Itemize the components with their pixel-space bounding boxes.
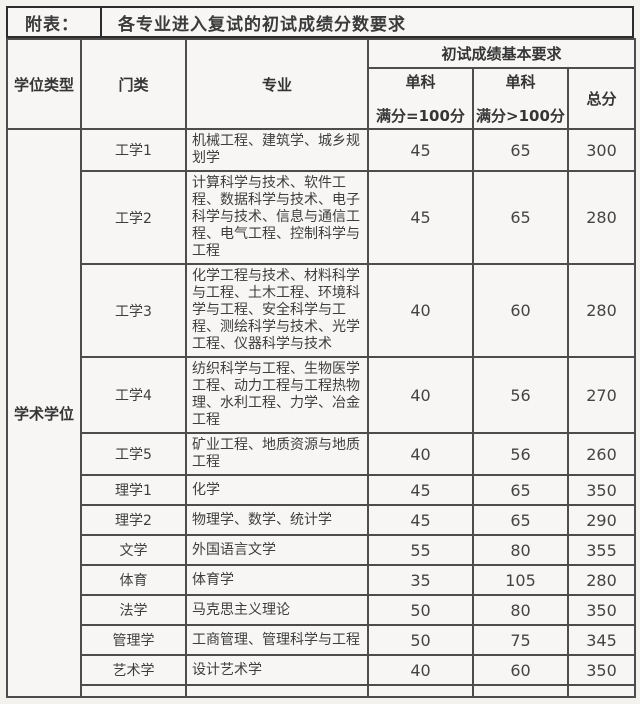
cell-single-gt100: 80 <box>472 534 569 566</box>
cell-single-full100: 45 <box>367 474 474 506</box>
cell-category: 工学5 <box>80 432 187 476</box>
cell-total-score: 350 <box>566 654 637 686</box>
cell-major: 化学工程与技术、材料科学与工程、土木工程、环境科学与工程、安全科学与工程、测绘科… <box>185 263 369 358</box>
cell-single-gt100: 75 <box>472 624 569 656</box>
cell-major: 物理学、数学、统计学 <box>185 504 369 536</box>
cell-major: 体育学 <box>185 564 369 596</box>
cell-single-gt100: 65 <box>472 170 569 265</box>
cell-single-full100: 40 <box>367 654 474 686</box>
cell-total-score: 350 <box>566 594 637 626</box>
table-row: 工学5 矿业工程、地质资源与地质工程 40 56 260 <box>7 432 637 476</box>
empty-cell <box>472 684 569 698</box>
table-title-bar: 附表： 各专业进入复试的初试成绩分数要求 <box>6 6 634 38</box>
table-row: 工学2 计算科学与技术、软件工程、数据科学与技术、电子科学与技术、信息与通信工程、… <box>7 170 637 265</box>
cell-single-gt100: 60 <box>472 263 569 358</box>
cell-single-full100: 45 <box>367 170 474 265</box>
single-subject-label: 单科 <box>405 73 436 91</box>
cell-category: 理学2 <box>80 504 187 536</box>
cell-total-score: 290 <box>566 504 637 536</box>
single-subject-gt100-condition: 满分>100分 <box>476 107 565 125</box>
cell-major: 工商管理、管理科学与工程 <box>185 624 369 656</box>
cell-single-gt100: 56 <box>472 356 569 434</box>
table-row: 法学 马克思主义理论 50 80 350 <box>7 594 637 626</box>
cell-category: 管理学 <box>80 624 187 656</box>
degree-type-cell: 学术学位 <box>6 128 82 698</box>
cell-total-score: 260 <box>566 432 637 476</box>
cell-category: 工学1 <box>80 128 187 172</box>
cell-single-gt100: 65 <box>472 474 569 506</box>
table-row: 管理学 工商管理、管理科学与工程 50 75 345 <box>7 624 637 656</box>
cell-major: 马克思主义理论 <box>185 594 369 626</box>
empty-cell <box>367 684 474 698</box>
single-subject-full100-condition: 满分=100分 <box>376 107 465 125</box>
cell-major: 纺织科学与工程、生物医学工程、动力工程与工程热物理、水利工程、力学、冶金工程 <box>185 356 369 434</box>
cell-category: 工学2 <box>80 170 187 265</box>
cell-major: 计算科学与技术、软件工程、数据科学与技术、电子科学与技术、信息与通信工程、电气工… <box>185 170 369 265</box>
empty-cell <box>80 684 187 698</box>
cell-single-full100: 35 <box>367 564 474 596</box>
cell-major: 矿业工程、地质资源与地质工程 <box>185 432 369 476</box>
table-row: 工学4 纺织科学与工程、生物医学工程、动力工程与工程热物理、水利工程、力学、冶金工… <box>7 356 637 434</box>
column-header-major: 专业 <box>185 38 369 130</box>
cell-total-score: 355 <box>566 534 637 566</box>
cell-total-score: 345 <box>566 624 637 656</box>
cell-major: 化学 <box>185 474 369 506</box>
cell-total-score: 350 <box>566 474 637 506</box>
column-header-single-subject-gt100: 单科 满分>100分 <box>472 67 569 130</box>
column-header-category: 门类 <box>80 38 187 130</box>
cell-category: 工学4 <box>80 356 187 434</box>
cell-single-full100: 50 <box>367 594 474 626</box>
cell-category: 艺术学 <box>80 654 187 686</box>
table-row: 学术学位 工学1 机械工程、建筑学、城乡规划学 45 65 300 <box>6 128 637 698</box>
header-row-sub: 单科 满分=100分 单科 满分>100分 总分 <box>7 67 637 130</box>
table-row: 工学3 化学工程与技术、材料科学与工程、土木工程、环境科学与工程、安全科学与工程、… <box>7 263 637 358</box>
cell-major: 设计艺术学 <box>185 654 369 686</box>
cell-category: 体育 <box>80 564 187 596</box>
cell-category: 工学3 <box>80 263 187 358</box>
table-row: 文学 外国语言文学 55 80 355 <box>7 534 637 566</box>
table-row: 理学1 化学 45 65 350 <box>7 474 637 506</box>
cell-single-gt100: 60 <box>472 654 569 686</box>
column-header-requirements-group: 初试成绩基本要求 <box>366 38 637 69</box>
cell-single-full100: 40 <box>367 432 474 476</box>
cell-category: 理学1 <box>80 474 187 506</box>
cell-single-gt100: 65 <box>472 128 569 172</box>
cell-single-full100: 45 <box>367 504 474 536</box>
cell-single-gt100: 80 <box>472 594 569 626</box>
table-row: 体育 体育学 35 105 280 <box>7 564 637 596</box>
cell-single-full100: 55 <box>367 534 474 566</box>
table-row: 理学2 物理学、数学、统计学 45 65 290 <box>7 504 637 536</box>
single-subject-label: 单科 <box>505 73 536 91</box>
cell-total-score: 280 <box>566 564 637 596</box>
table-row: 艺术学 设计艺术学 40 60 350 <box>7 654 637 686</box>
cell-single-full100: 40 <box>367 356 474 434</box>
empty-cell <box>185 684 369 698</box>
cell-single-gt100: 105 <box>472 564 569 596</box>
cell-single-gt100: 56 <box>472 432 569 476</box>
empty-cell <box>566 684 637 698</box>
cell-total-score: 280 <box>566 263 637 358</box>
header-row-top: 学位类型 门类 专业 初试成绩基本要求 <box>6 38 637 130</box>
cell-major: 机械工程、建筑学、城乡规划学 <box>185 128 369 172</box>
score-requirements-table: 学位类型 门类 专业 初试成绩基本要求 单科 满分=100分 单科 满分>100… <box>6 38 637 698</box>
cell-single-full100: 45 <box>367 128 474 172</box>
page-title: 各专业进入复试的初试成绩分数要求 <box>118 14 406 35</box>
table-row-cutoff <box>7 684 637 698</box>
appendix-label: 附表： <box>8 8 102 36</box>
cell-total-score: 300 <box>566 128 637 172</box>
cell-single-full100: 40 <box>367 263 474 358</box>
cell-single-full100: 50 <box>367 624 474 656</box>
cell-major: 外国语言文学 <box>185 534 369 566</box>
cell-single-gt100: 65 <box>472 504 569 536</box>
cell-total-score: 270 <box>566 356 637 434</box>
cell-category: 法学 <box>80 594 187 626</box>
column-header-degree-type: 学位类型 <box>6 38 82 130</box>
column-header-total-score: 总分 <box>566 67 637 130</box>
column-header-single-subject-full100: 单科 满分=100分 <box>367 67 474 130</box>
cell-total-score: 280 <box>566 170 637 265</box>
cell-category: 文学 <box>80 534 187 566</box>
